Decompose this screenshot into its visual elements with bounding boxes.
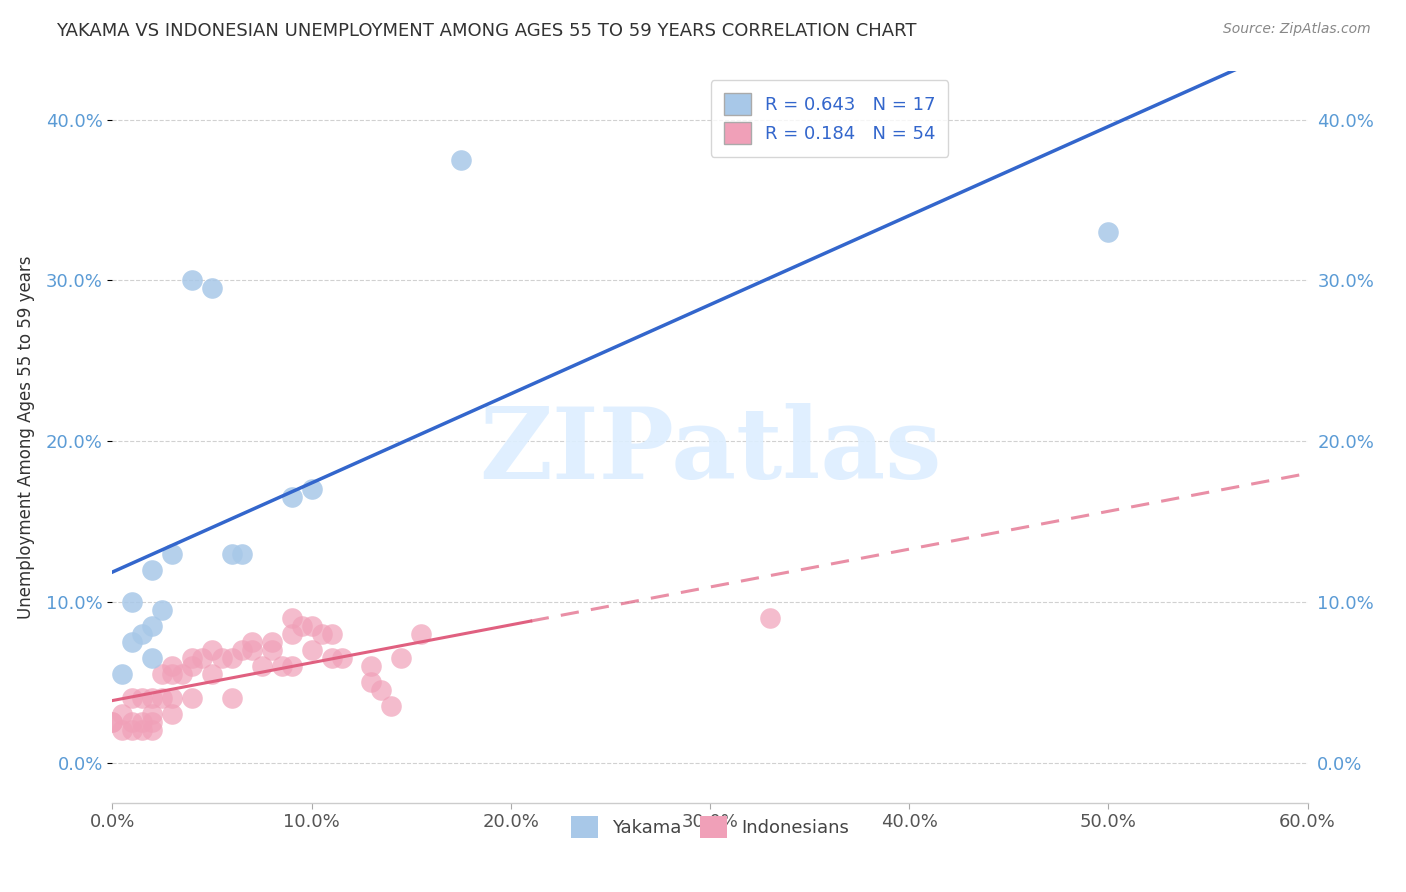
- Point: [131, 691, 153, 706]
- Y-axis label: Unemployment Among Ages 55 to 59 years: Unemployment Among Ages 55 to 59 years: [17, 255, 35, 619]
- Point: [131, 715, 153, 730]
- Point: [181, 659, 204, 673]
- Point: [360, 675, 382, 690]
- Point: [121, 635, 143, 649]
- Point: [211, 651, 233, 665]
- Point: [281, 491, 304, 505]
- Point: [240, 635, 263, 649]
- Point: [260, 643, 283, 657]
- Legend: Yakama, Indonesians: Yakama, Indonesians: [564, 808, 856, 845]
- Point: [162, 547, 183, 561]
- Point: [181, 273, 204, 287]
- Point: [121, 595, 143, 609]
- Point: [301, 643, 323, 657]
- Point: [221, 547, 243, 561]
- Point: [131, 723, 153, 738]
- Point: [201, 281, 224, 295]
- Point: [221, 691, 243, 706]
- Point: [162, 667, 183, 681]
- Point: [181, 691, 204, 706]
- Point: [301, 619, 323, 633]
- Point: [141, 707, 163, 722]
- Point: [162, 659, 183, 673]
- Point: [162, 707, 183, 722]
- Point: [270, 659, 292, 673]
- Point: [201, 643, 224, 657]
- Point: [1097, 225, 1119, 239]
- Point: [111, 667, 134, 681]
- Point: [321, 651, 343, 665]
- Point: [131, 627, 153, 641]
- Point: [111, 707, 134, 722]
- Point: [281, 659, 304, 673]
- Point: [150, 603, 173, 617]
- Point: [181, 651, 204, 665]
- Point: [141, 619, 163, 633]
- Point: [389, 651, 412, 665]
- Point: [121, 715, 143, 730]
- Point: [141, 691, 163, 706]
- Point: [101, 715, 124, 730]
- Point: [121, 691, 143, 706]
- Point: [141, 651, 163, 665]
- Point: [150, 667, 173, 681]
- Text: ZIPatlas: ZIPatlas: [479, 403, 941, 500]
- Point: [162, 691, 183, 706]
- Point: [380, 699, 402, 714]
- Point: [281, 611, 304, 625]
- Point: [291, 619, 314, 633]
- Point: [172, 667, 194, 681]
- Point: [231, 643, 253, 657]
- Point: [450, 153, 472, 167]
- Point: [201, 667, 224, 681]
- Point: [370, 683, 392, 698]
- Point: [141, 715, 163, 730]
- Point: [321, 627, 343, 641]
- Point: [141, 723, 163, 738]
- Text: Source: ZipAtlas.com: Source: ZipAtlas.com: [1223, 22, 1371, 37]
- Text: YAKAMA VS INDONESIAN UNEMPLOYMENT AMONG AGES 55 TO 59 YEARS CORRELATION CHART: YAKAMA VS INDONESIAN UNEMPLOYMENT AMONG …: [56, 22, 917, 40]
- Point: [141, 563, 163, 577]
- Point: [330, 651, 353, 665]
- Point: [111, 723, 134, 738]
- Point: [281, 627, 304, 641]
- Point: [360, 659, 382, 673]
- Point: [301, 483, 323, 497]
- Point: [240, 643, 263, 657]
- Point: [250, 659, 273, 673]
- Point: [260, 635, 283, 649]
- Point: [150, 691, 173, 706]
- Point: [221, 651, 243, 665]
- Point: [759, 611, 782, 625]
- Point: [411, 627, 433, 641]
- Point: [101, 715, 124, 730]
- Point: [191, 651, 214, 665]
- Point: [311, 627, 333, 641]
- Point: [121, 723, 143, 738]
- Point: [231, 547, 253, 561]
